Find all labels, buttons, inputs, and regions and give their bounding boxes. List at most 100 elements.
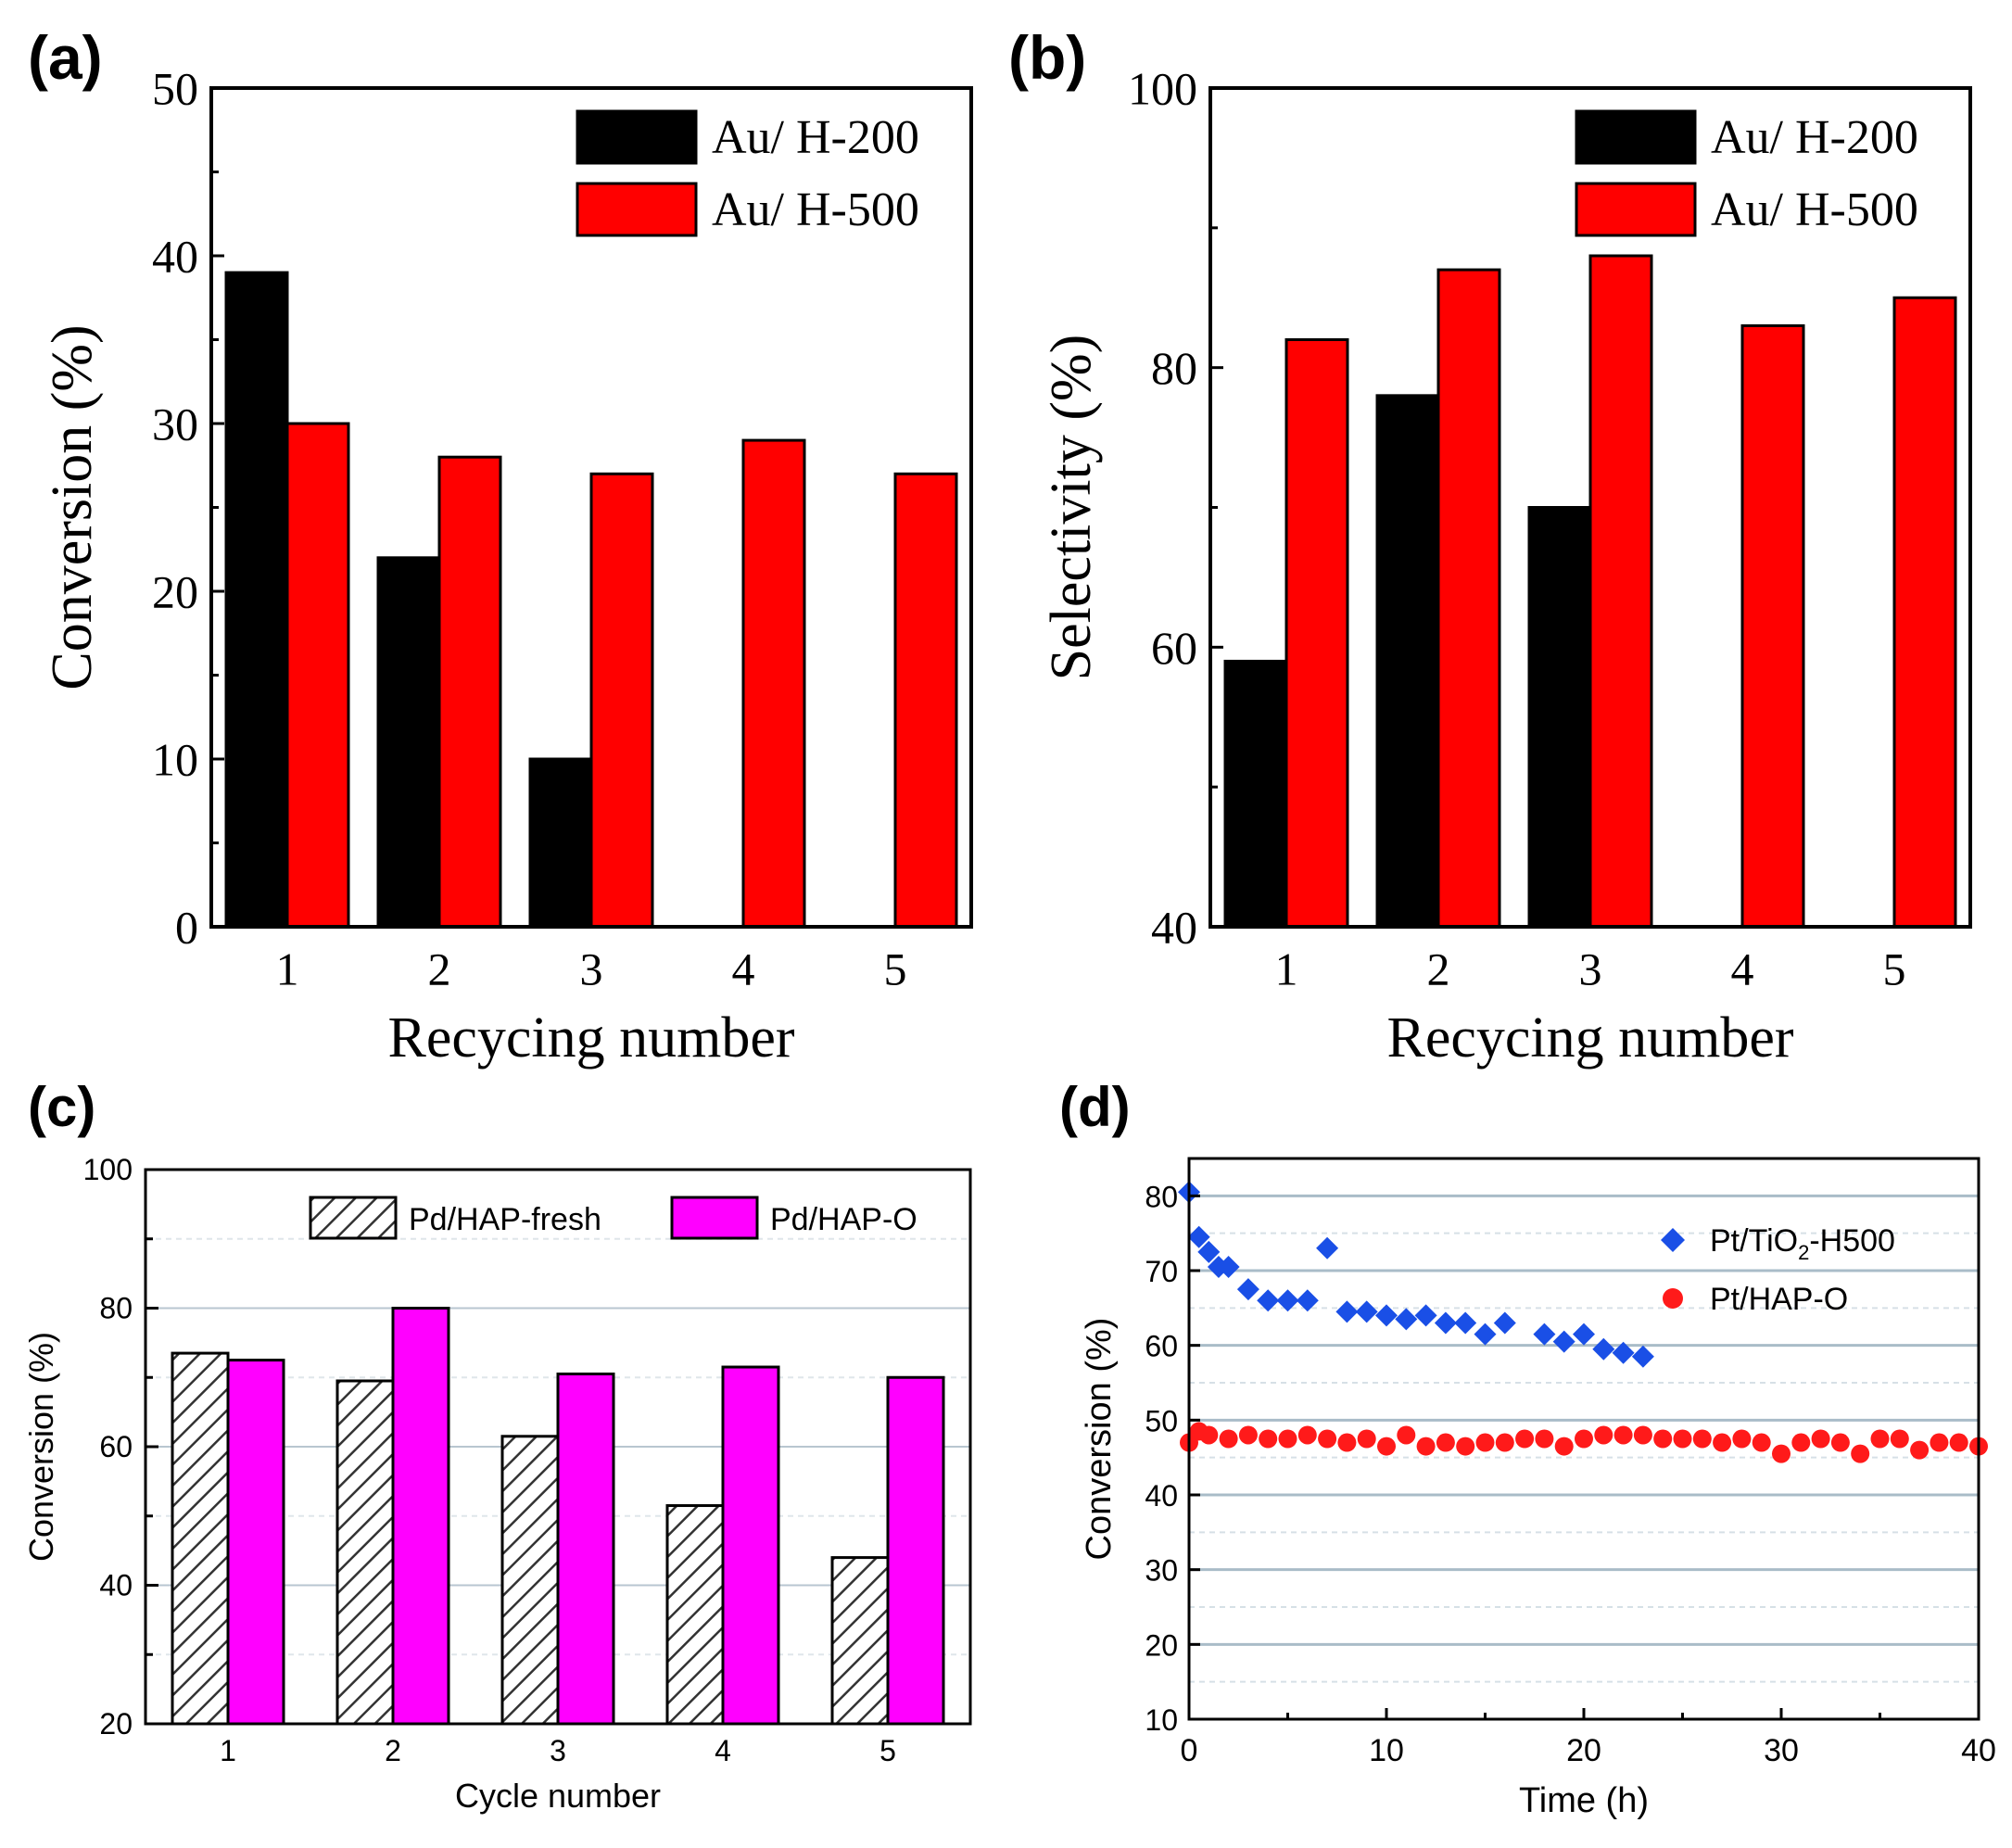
bar-2-1	[226, 1359, 285, 1726]
x-tick-label: 30	[1764, 1733, 1799, 1768]
point-2-3	[1199, 1425, 1219, 1445]
bar-2-5	[886, 1375, 945, 1726]
point-2-36	[1851, 1444, 1870, 1463]
x-tick-label: 0	[1181, 1733, 1198, 1768]
y-tick-label: 70	[1145, 1255, 1178, 1288]
point-2-6	[1259, 1429, 1278, 1449]
x-tick-label: 3	[580, 943, 603, 995]
bar-2-1	[1284, 338, 1349, 929]
point-1-13	[1375, 1304, 1398, 1327]
point-2-34	[1811, 1429, 1830, 1449]
x-axis-label: Time (h)	[1519, 1781, 1649, 1820]
panel-label: (d)	[1059, 1076, 1131, 1138]
y-axis-label: Conversion (%)	[1080, 1318, 1119, 1561]
point-1-10	[1316, 1236, 1339, 1259]
point-2-19	[1515, 1429, 1535, 1449]
y-tick-label: 50	[1145, 1404, 1178, 1437]
point-2-7	[1278, 1429, 1297, 1449]
y-tick-label: 0	[175, 902, 198, 954]
legend-marker-2	[1663, 1288, 1683, 1309]
bar-2-4	[1740, 323, 1805, 929]
x-tick-label: 40	[1961, 1733, 1996, 1768]
point-1-2	[1187, 1225, 1210, 1248]
bar-1-2	[1375, 394, 1440, 929]
point-1-3	[1197, 1240, 1221, 1263]
x-axis-label: Recycing number	[387, 1006, 794, 1070]
legend-swatch-2	[576, 182, 698, 237]
bar-2-5	[893, 472, 958, 929]
bar-1-2	[376, 556, 441, 929]
point-1-14	[1395, 1308, 1418, 1331]
point-2-30	[1732, 1429, 1752, 1449]
point-1-16	[1434, 1311, 1457, 1335]
point-2-15	[1436, 1433, 1455, 1452]
y-tick-label: 30	[152, 399, 198, 450]
point-2-5	[1238, 1425, 1258, 1445]
legend-label-suffix: -H500	[1809, 1223, 1895, 1259]
bar-1-1	[171, 1351, 230, 1726]
y-axis-label: Conversion (%)	[22, 1332, 60, 1562]
bar-1-5	[830, 1556, 890, 1726]
x-tick-label: 20	[1566, 1733, 1601, 1768]
legend-label-1: Pd/HAP-fresh	[409, 1202, 601, 1237]
point-2-16	[1456, 1437, 1475, 1456]
legend-label-2: Pd/HAP-O	[770, 1202, 917, 1237]
x-tick-label: 5	[884, 943, 907, 995]
panel-label: (c)	[28, 1076, 95, 1138]
bar-1-3	[528, 757, 593, 929]
x-tick-label: 2	[385, 1734, 401, 1767]
point-2-21	[1554, 1437, 1574, 1456]
bar-2-2	[437, 455, 502, 929]
legend-label-2: Au/ H-500	[712, 184, 919, 236]
point-2-24	[1613, 1425, 1633, 1445]
y-tick-label: 80	[1151, 342, 1197, 394]
x-axis-label: Cycle number	[455, 1777, 661, 1815]
y-tick-label: 100	[1128, 63, 1197, 115]
point-2-28	[1692, 1429, 1712, 1449]
x-tick-label: 4	[715, 1734, 731, 1767]
point-1-5	[1217, 1255, 1240, 1278]
x-axis-label: Recycing number	[1386, 1006, 1793, 1070]
y-tick-label: 50	[152, 63, 198, 115]
y-tick-label: 40	[152, 231, 198, 283]
point-2-13	[1397, 1425, 1416, 1445]
point-2-35	[1830, 1433, 1850, 1452]
panel-c: 20 40 60 80 100 1 2 3 4 5 Cycle number Conversion (…	[22, 1076, 972, 1815]
legend-label-main: Pt/TiO	[1710, 1223, 1798, 1259]
point-1-25	[1631, 1345, 1654, 1368]
y-axis-label: Conversion (%)	[41, 324, 104, 690]
bar-2-4	[741, 438, 806, 929]
point-2-39	[1910, 1440, 1930, 1460]
point-1-18	[1474, 1323, 1497, 1346]
legend-label-2: Pt/HAP-O	[1710, 1282, 1848, 1317]
legend-swatch-2	[670, 1196, 759, 1240]
y-tick-label: 10	[152, 734, 198, 786]
bar-2-4	[721, 1365, 780, 1726]
legend-swatch-1	[1575, 109, 1697, 165]
legend-swatch-1	[309, 1196, 398, 1240]
y-tick-label: 40	[1145, 1479, 1178, 1513]
x-tick-label: 1	[220, 1734, 236, 1767]
legend-label-1: Pt/TiO2-H500	[1710, 1223, 1895, 1264]
bar-1-4	[665, 1504, 725, 1726]
bar-2-3	[556, 1373, 615, 1726]
point-2-29	[1713, 1433, 1732, 1452]
point-2-37	[1870, 1429, 1890, 1449]
point-1-6	[1236, 1278, 1259, 1301]
point-1-12	[1355, 1300, 1378, 1323]
x-tick-label: 1	[1275, 943, 1298, 995]
bar-2-5	[1892, 296, 1957, 929]
legend-label-subscript: 2	[1798, 1241, 1809, 1264]
y-tick-label: 20	[99, 1707, 133, 1740]
point-2-12	[1377, 1437, 1396, 1456]
bar-1-2	[335, 1379, 395, 1726]
y-tick-label: 60	[1151, 622, 1197, 674]
legend-label-2: Au/ H-500	[1711, 184, 1918, 236]
y-tick-label: 60	[99, 1430, 133, 1463]
panel-label: (b)	[1008, 23, 1086, 92]
panel-b: 40 60 80 100 1 2 3 4 5 Recycing number Selectivity…	[1008, 23, 1972, 1070]
point-2-18	[1495, 1433, 1514, 1452]
y-tick-label: 40	[1151, 902, 1197, 954]
point-2-41	[1949, 1433, 1968, 1452]
point-2-26	[1653, 1429, 1673, 1449]
